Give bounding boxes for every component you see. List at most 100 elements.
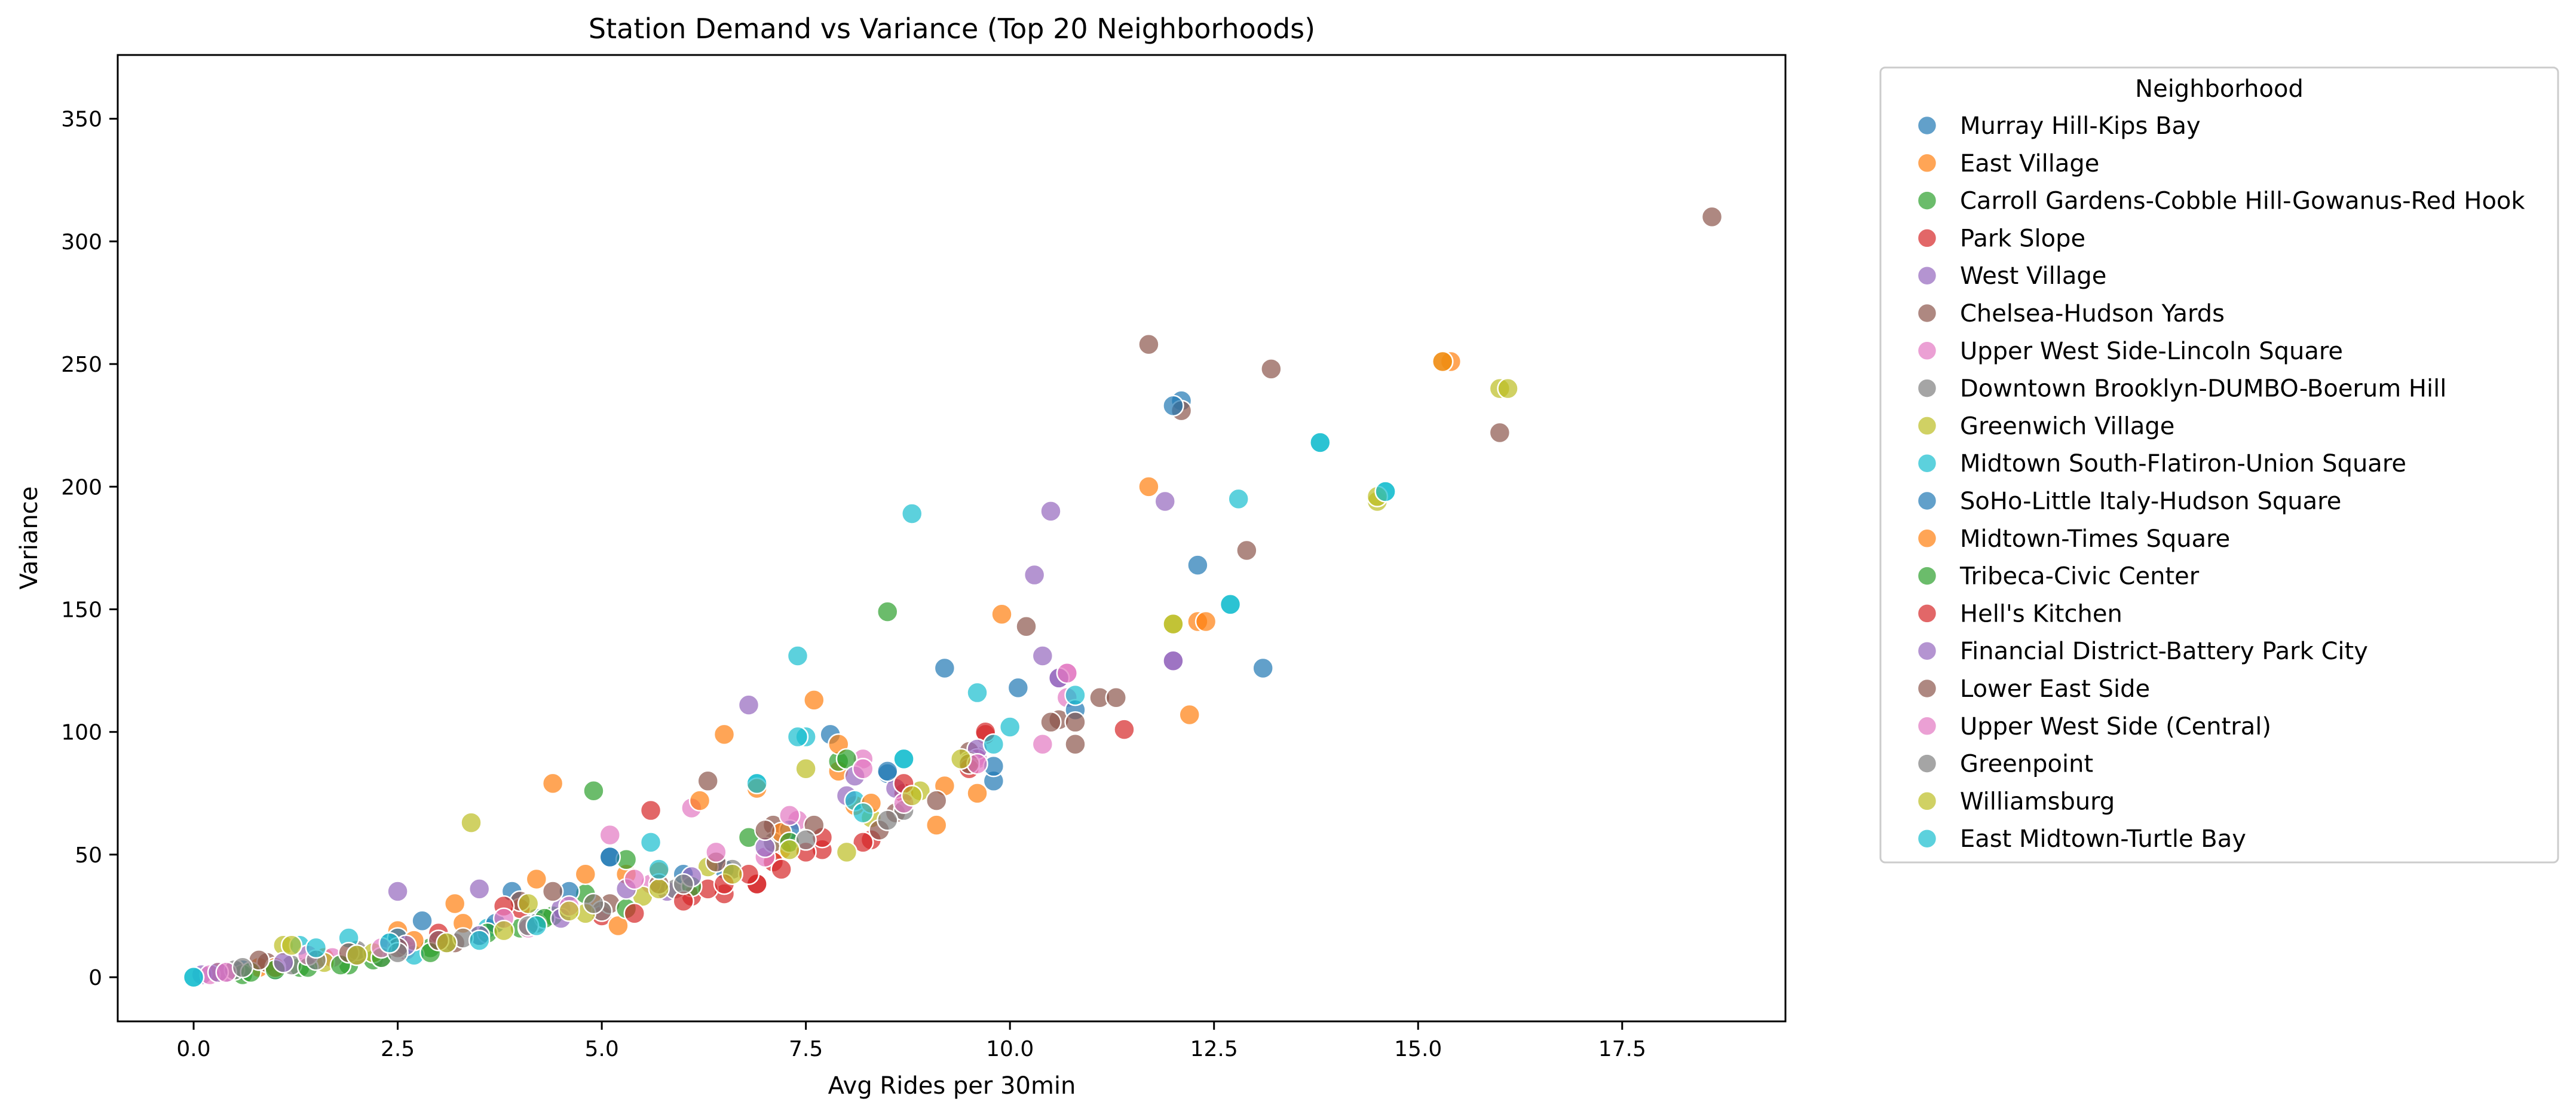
data-point — [517, 892, 540, 915]
data-point — [1194, 610, 1217, 633]
legend-marker — [1916, 228, 1938, 249]
y-tick-label: 0 — [88, 966, 102, 990]
legend-marker — [1916, 753, 1938, 774]
data-point — [387, 880, 409, 902]
data-point — [648, 878, 670, 900]
y-tick-label: 150 — [61, 598, 102, 623]
data-point — [877, 760, 899, 782]
data-point — [436, 932, 458, 954]
data-point — [688, 789, 711, 812]
y-tick-label: 300 — [61, 230, 102, 255]
data-point — [639, 831, 662, 853]
x-tick-label: 2.5 — [381, 1037, 415, 1061]
legend-marker — [1916, 603, 1938, 624]
y-axis-label: Variance — [16, 486, 43, 590]
data-point — [1040, 711, 1062, 733]
data-point — [1007, 677, 1030, 699]
legend-entry-label: Carroll Gardens-Cobble Hill-Gowanus-Red … — [1960, 188, 2525, 215]
legend-entry-label: Park Slope — [1960, 225, 2085, 252]
data-point — [925, 789, 948, 812]
data-point — [779, 804, 801, 827]
plot-frame — [117, 54, 1787, 1023]
data-point — [1031, 645, 1054, 667]
data-point — [737, 694, 760, 716]
data-point — [305, 937, 327, 959]
legend-marker — [1916, 490, 1938, 512]
data-point — [877, 601, 899, 623]
data-point — [966, 782, 988, 804]
data-point — [1154, 490, 1176, 513]
y-tick-label: 50 — [75, 843, 102, 868]
x-axis-label: Avg Rides per 30min — [828, 1072, 1076, 1100]
points-layer — [182, 206, 1723, 989]
data-point — [770, 858, 792, 880]
x-tick-label: 17.5 — [1598, 1037, 1646, 1061]
data-point — [558, 900, 580, 922]
data-point — [852, 758, 874, 780]
data-point — [900, 785, 923, 807]
data-point — [1219, 593, 1242, 616]
legend-entry-label: East Midtown-Turtle Bay — [1960, 825, 2246, 853]
plot-area — [117, 54, 1787, 1023]
legend-marker — [1916, 265, 1938, 286]
data-point — [1309, 432, 1331, 454]
data-point — [1162, 650, 1184, 672]
legend-entry-label: West Village — [1960, 262, 2106, 290]
legend-entry-label: Financial District-Battery Park City — [1960, 638, 2368, 665]
data-point — [1701, 206, 1723, 228]
legend-marker — [1916, 452, 1938, 474]
legend-frame — [1879, 66, 2559, 864]
data-point — [900, 503, 923, 525]
x-tick-label: 10.0 — [986, 1037, 1034, 1061]
legend-marker — [1916, 190, 1938, 211]
data-point — [713, 723, 736, 746]
legend-entry-label: Upper West Side (Central) — [1960, 713, 2271, 740]
data-point — [599, 824, 621, 846]
data-point — [1227, 488, 1249, 510]
data-point — [925, 814, 948, 836]
data-point — [583, 779, 605, 802]
legend-items: Murray Hill-Kips Bay East Village Carroll … — [1916, 112, 2525, 853]
data-point — [1023, 564, 1046, 586]
data-point — [623, 868, 646, 890]
data-point — [1431, 350, 1454, 373]
legend-marker — [1916, 828, 1938, 849]
data-point — [1252, 657, 1274, 680]
data-point — [991, 603, 1013, 625]
data-point — [599, 846, 621, 868]
legend-marker — [1916, 528, 1938, 549]
data-point — [1497, 377, 1519, 400]
data-point — [583, 892, 605, 915]
legend-entry-label: Murray Hill-Kips Bay — [1960, 112, 2201, 140]
x-tick-label: 7.5 — [789, 1037, 823, 1061]
data-point — [1138, 333, 1160, 356]
data-point — [468, 878, 491, 900]
data-point — [1178, 703, 1200, 726]
data-point — [378, 932, 401, 954]
data-point — [795, 829, 817, 851]
data-point — [893, 748, 915, 770]
data-point — [1113, 718, 1135, 740]
data-point — [231, 956, 254, 978]
legend-entry-label: SoHo-Little Italy-Hudson Square — [1960, 488, 2341, 515]
data-point — [1064, 733, 1086, 755]
x-axis-ticks: 0.0 2.5 5.0 7.5 10.0 12.5 15.0 17.5 — [176, 1021, 1646, 1061]
data-point — [721, 863, 743, 886]
data-point — [835, 841, 858, 864]
legend-entry-label: Tribeca-Civic Center — [1959, 563, 2200, 590]
data-point — [949, 748, 972, 770]
x-tick-label: 12.5 — [1190, 1037, 1238, 1061]
data-point — [623, 902, 646, 925]
data-point — [672, 873, 694, 895]
x-tick-label: 15.0 — [1394, 1037, 1442, 1061]
data-point — [460, 812, 482, 834]
data-point — [280, 934, 303, 957]
legend-entry-label: Williamsburg — [1960, 788, 2115, 815]
data-point — [1187, 554, 1209, 576]
data-point — [1031, 733, 1054, 755]
data-point — [1015, 615, 1037, 638]
legend-title: Neighborhood — [2135, 75, 2304, 103]
data-point — [705, 841, 727, 864]
